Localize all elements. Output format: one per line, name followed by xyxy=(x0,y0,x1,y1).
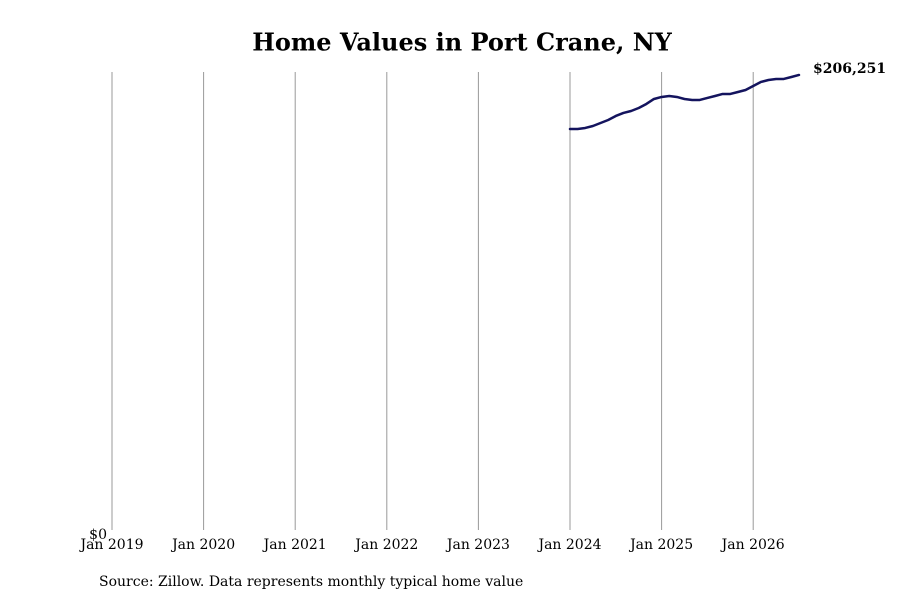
x-tick-label: Jan 2026 xyxy=(720,537,785,553)
x-tick-label: Jan 2024 xyxy=(536,537,601,553)
x-tick-label: Jan 2020 xyxy=(170,537,235,553)
line-series xyxy=(568,73,801,131)
chart-title: Home Values in Port Crane, NY xyxy=(252,28,672,57)
y-tick-label: $0 xyxy=(89,527,107,543)
x-tick-label: Jan 2021 xyxy=(262,537,327,553)
x-tick-label: Jan 2023 xyxy=(445,537,510,553)
x-tick-label: Jan 2022 xyxy=(353,537,418,553)
x-tick-label: Jan 2025 xyxy=(628,537,693,553)
source-note: Source: Zillow. Data represents monthly … xyxy=(99,574,523,590)
x-tick-label: Jan 2019 xyxy=(78,537,143,553)
value-label: $206,251 xyxy=(813,61,886,77)
